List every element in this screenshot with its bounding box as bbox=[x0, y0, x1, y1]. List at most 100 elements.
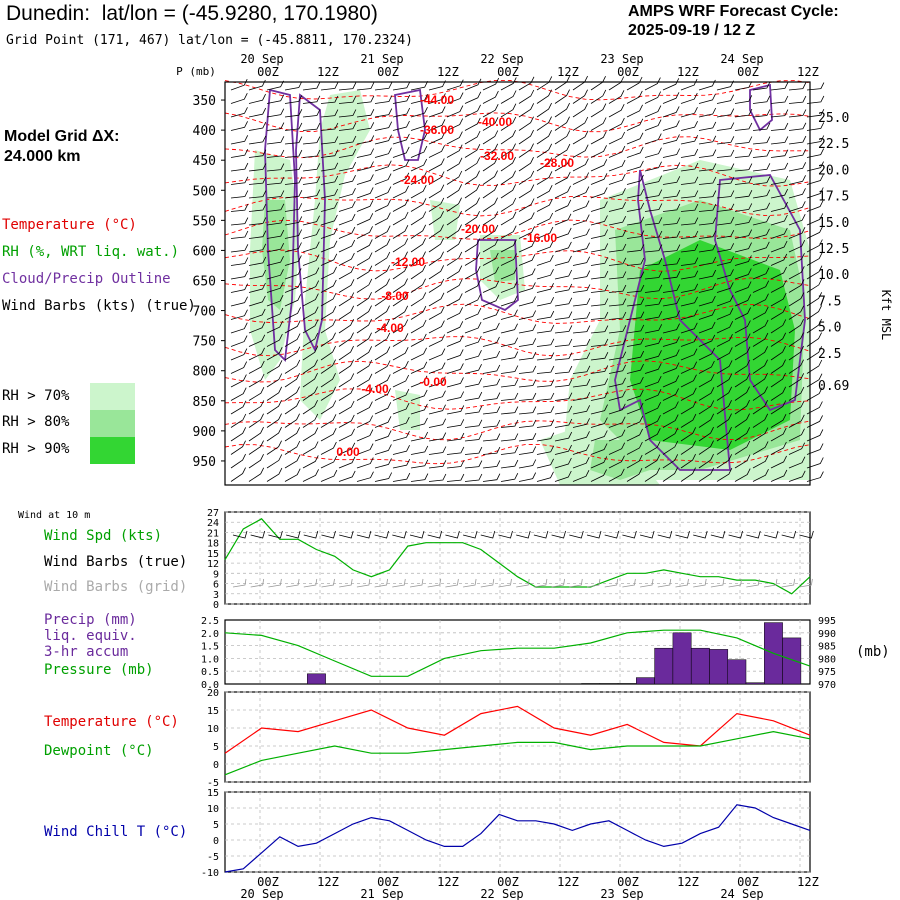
pressure-tick-label: 350 bbox=[193, 94, 216, 109]
wind-barb bbox=[428, 292, 445, 307]
wind-barb bbox=[482, 308, 500, 320]
wind-barb bbox=[626, 90, 643, 104]
wind-barb bbox=[428, 432, 447, 442]
wind-barb bbox=[770, 279, 787, 293]
wind-barb bbox=[410, 431, 429, 442]
wind-barb bbox=[716, 136, 735, 145]
legend-dewpoint: Dewpoint (°C) bbox=[44, 743, 154, 759]
wind-barb bbox=[392, 198, 409, 212]
wind-barb bbox=[464, 433, 483, 442]
wind-barb-true bbox=[763, 530, 779, 539]
wind-barb bbox=[518, 392, 537, 401]
wind-barb bbox=[446, 391, 465, 401]
wind-barb bbox=[338, 109, 357, 118]
wind-barb bbox=[374, 121, 393, 131]
wind-barb bbox=[734, 307, 751, 320]
wind-barb bbox=[320, 122, 339, 131]
wind-barb bbox=[788, 162, 807, 172]
wind-barb bbox=[248, 282, 266, 293]
wind-barb bbox=[536, 324, 555, 334]
wind-barb bbox=[392, 305, 409, 320]
wind-barb bbox=[464, 419, 483, 428]
wind-barb bbox=[374, 332, 391, 347]
wind-barb bbox=[230, 93, 248, 104]
time-tick-label-bottom: 00Z bbox=[497, 875, 519, 889]
wind-barb bbox=[374, 444, 392, 455]
wind-barb bbox=[662, 106, 680, 118]
wind-barb bbox=[284, 163, 303, 172]
legend-temperature-2m: Temperature (°C) bbox=[44, 714, 179, 730]
pressure-tick-label: 500 bbox=[193, 184, 216, 199]
time-tick-label-top: 12Z bbox=[797, 65, 819, 79]
wind-barb bbox=[266, 467, 283, 482]
wind-barb bbox=[428, 158, 445, 172]
wind-barb bbox=[248, 467, 265, 482]
wind-barb bbox=[644, 428, 661, 442]
wind-barb bbox=[608, 325, 627, 334]
wind-barb bbox=[788, 386, 805, 401]
wind-barb-true bbox=[657, 530, 673, 539]
wind-barb bbox=[680, 244, 699, 253]
wind-barb bbox=[806, 95, 825, 104]
wind-barb bbox=[572, 470, 590, 482]
wind-barb-grid bbox=[604, 578, 619, 588]
wind-barb bbox=[788, 414, 805, 428]
wind-barb bbox=[536, 185, 553, 199]
wind-barb bbox=[590, 338, 609, 347]
wind-barb bbox=[320, 400, 337, 415]
wind-barb bbox=[284, 454, 301, 469]
wind-barb bbox=[302, 306, 319, 320]
wind-barb bbox=[698, 373, 715, 388]
time-tick-label-bottom: 00Z bbox=[617, 875, 639, 889]
time-tick-label-bottom: 00Z bbox=[737, 875, 759, 889]
wind-barb bbox=[644, 324, 663, 334]
wind-barb bbox=[374, 199, 392, 212]
wind-barb bbox=[644, 91, 662, 104]
wind-barb bbox=[788, 201, 806, 212]
wind-barb bbox=[284, 346, 301, 361]
wind-barb bbox=[392, 159, 410, 172]
wind-barb bbox=[770, 95, 789, 104]
wind-barb bbox=[410, 347, 427, 361]
wind-barb bbox=[500, 103, 517, 118]
cloud-outline-2 bbox=[394, 88, 426, 161]
precip-bar bbox=[709, 649, 729, 685]
wind-barb-grid bbox=[268, 578, 282, 588]
wind-barb bbox=[734, 81, 753, 91]
wind-barb bbox=[392, 211, 409, 226]
wind-barb bbox=[446, 446, 465, 455]
wind-barb bbox=[644, 284, 663, 293]
wind-barb bbox=[734, 440, 751, 455]
windchill-tick-label: -10 bbox=[201, 868, 219, 879]
wind-barb bbox=[410, 417, 428, 428]
wind-barb bbox=[230, 361, 248, 374]
wind-barb bbox=[482, 77, 500, 91]
wind-barb bbox=[572, 298, 591, 307]
wind-barb bbox=[392, 402, 410, 415]
temperature-contour-label: -44.00 bbox=[420, 93, 454, 107]
wind-barb bbox=[590, 173, 608, 185]
pressure-tick-label: 450 bbox=[193, 154, 216, 169]
wind-barb bbox=[752, 109, 771, 118]
wind-barb bbox=[590, 201, 608, 212]
wind-barb bbox=[374, 251, 391, 266]
wind-barb bbox=[482, 143, 499, 158]
wind-barb bbox=[806, 135, 825, 145]
time-tick-label-top: 00Z bbox=[377, 65, 399, 79]
wind-barb bbox=[770, 359, 786, 374]
wind-barb bbox=[770, 455, 787, 469]
wind-barb bbox=[392, 107, 411, 118]
wind-barb bbox=[428, 145, 445, 158]
wind-barb bbox=[374, 458, 392, 469]
wind-barb bbox=[680, 92, 698, 104]
wind-barb bbox=[698, 163, 717, 172]
wind-barb bbox=[410, 158, 428, 172]
height-tick-label: 25.0 bbox=[818, 111, 849, 126]
wind-barb bbox=[302, 189, 321, 199]
wind-barb bbox=[662, 349, 680, 361]
wind-barb bbox=[410, 473, 429, 482]
wind-barb bbox=[320, 306, 337, 320]
wind-barb bbox=[716, 334, 733, 347]
wind-barb bbox=[662, 230, 681, 239]
wind-barb bbox=[770, 162, 789, 172]
